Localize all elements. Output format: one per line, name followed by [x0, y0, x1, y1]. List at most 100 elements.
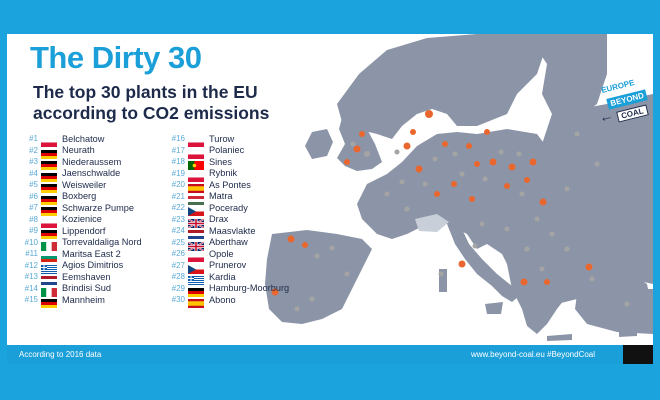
plant-name: Mannheim: [62, 294, 105, 305]
plant-marker: [425, 110, 433, 118]
other-plant-marker: [404, 206, 410, 212]
plant-name: Hamburg-Moorburg: [209, 283, 290, 294]
flag-de-icon: [41, 157, 57, 171]
plant-list-item: #29 Hamburg-Moorburg: [164, 283, 290, 297]
plant-name: Sines: [209, 156, 232, 167]
other-plant-marker: [539, 266, 545, 272]
plant-rank: #14: [24, 283, 38, 293]
land-ireland: [305, 129, 333, 159]
plant-rank: #28: [171, 272, 185, 282]
plant-rank: #6: [29, 191, 38, 201]
plant-rank: #9: [29, 226, 38, 236]
plant-name: Polaniec: [209, 145, 245, 156]
flag-it-icon: [41, 284, 57, 297]
land-uk: [337, 104, 382, 171]
plant-name: Opole: [209, 248, 234, 259]
flag-de-icon: [41, 295, 57, 309]
plant-list-item: #1 Belchatow: [17, 133, 142, 148]
plant-marker: [410, 129, 416, 135]
plant-rank: #22: [171, 203, 185, 213]
plant-name: Kozienice: [62, 214, 102, 225]
flag-gr-icon: [188, 272, 204, 286]
plant-marker: [353, 145, 361, 153]
flag-cz-icon: [188, 261, 204, 274]
plant-rank: #11: [25, 249, 38, 259]
hashtag-link[interactable]: #BeyondCoal: [547, 350, 596, 359]
plant-name: Torrevaldaliga Nord: [62, 237, 142, 248]
website-link[interactable]: www.beyond-coal.eu: [471, 350, 545, 359]
plant-name: Schwarze Pumpe: [62, 202, 135, 213]
plant-rank: #8: [29, 214, 38, 224]
plant-name: Niederaussem: [62, 156, 122, 167]
land-italy: [447, 224, 519, 302]
other-plant-marker: [384, 191, 390, 197]
land-iberia: [265, 230, 372, 324]
plant-list-item: #22 Pocerady: [164, 202, 289, 217]
plant-list-item: #4 Jaenschwalde: [17, 168, 142, 182]
plant-rank: #15: [24, 295, 38, 305]
plant-marker: [415, 165, 423, 173]
plant-name: Rybnik: [209, 168, 238, 179]
plant-rank: #23: [171, 214, 185, 224]
flag-uk-icon: [187, 238, 205, 252]
plant-marker: [469, 196, 475, 202]
flag-de-icon: [41, 226, 57, 240]
plant-marker: [508, 163, 516, 171]
flag-bg-icon: [41, 249, 57, 263]
other-plant-marker: [432, 156, 438, 162]
other-plant-marker: [564, 246, 570, 252]
plant-name: Abono: [209, 294, 236, 305]
plant-name: Eemshaven: [62, 271, 111, 282]
plant-marker: [344, 159, 350, 165]
other-plant-marker: [504, 226, 510, 232]
plant-list-item: #16 Turow: [164, 133, 289, 148]
flag-it-icon: [41, 238, 57, 251]
flag-nl-icon: [41, 272, 57, 286]
other-plant-marker: [479, 221, 485, 227]
flag-pl-icon: [187, 146, 205, 159]
plant-list-right: #16 Turow #17 Polaniec #18 Sines #19 Rybnik #20 A…: [164, 133, 290, 309]
flag-gr-icon: [41, 261, 57, 274]
plant-marker: [524, 177, 530, 183]
plant-name: As Pontes: [209, 179, 251, 190]
subtitle: The top 30 plants in the EU according to…: [33, 82, 270, 123]
plant-rank: #29: [171, 283, 185, 293]
other-plant-marker: [549, 231, 555, 237]
plant-name: Prunerov: [209, 260, 247, 271]
plant-list-item: #14 Brindisi Sud: [17, 283, 142, 297]
plant-rank: #16: [171, 134, 185, 144]
flag-nl-icon: [188, 226, 204, 240]
land-continent: [357, 129, 653, 314]
land-cyprus: [619, 328, 637, 337]
flag-pl-icon: [40, 134, 58, 148]
plant-marker: [458, 260, 466, 268]
logo-line-coal: COAL: [616, 104, 649, 123]
flag-es-icon: [188, 180, 204, 194]
flag-pt-icon: [188, 157, 204, 171]
plant-list-item: #21 Matra: [164, 191, 289, 205]
other-plant-marker: [309, 296, 315, 302]
plant-rank: #4: [29, 168, 38, 178]
plant-marker: [302, 242, 308, 248]
land-scandinavia: [337, 34, 547, 139]
plant-name: Brindisi Sud: [62, 283, 112, 294]
other-plant-marker: [624, 301, 630, 307]
plant-rank: #13: [24, 272, 38, 282]
plant-marker: [520, 278, 528, 286]
plant-list-item: #5 Weisweiler: [17, 179, 142, 194]
land-turkey: [575, 289, 653, 334]
plant-marker: [287, 235, 295, 243]
plant-marker: [359, 131, 365, 137]
plant-marker: [442, 141, 448, 147]
flag-de-icon: [188, 284, 204, 297]
flag-de-icon: [41, 192, 57, 205]
other-plant-marker: [519, 191, 525, 197]
plant-rank: #1: [29, 134, 38, 144]
other-plant-marker: [516, 151, 522, 157]
plant-list-item: #15 Mannheim: [17, 294, 142, 309]
plant-list-item: #27 Prunerov: [164, 260, 289, 274]
plant-name: Neurath: [62, 145, 95, 156]
plant-list-item: #18 Sines: [164, 156, 289, 171]
data-source-note: According to 2016 data: [19, 350, 102, 359]
plant-list-item: #30 Abono: [164, 294, 289, 309]
